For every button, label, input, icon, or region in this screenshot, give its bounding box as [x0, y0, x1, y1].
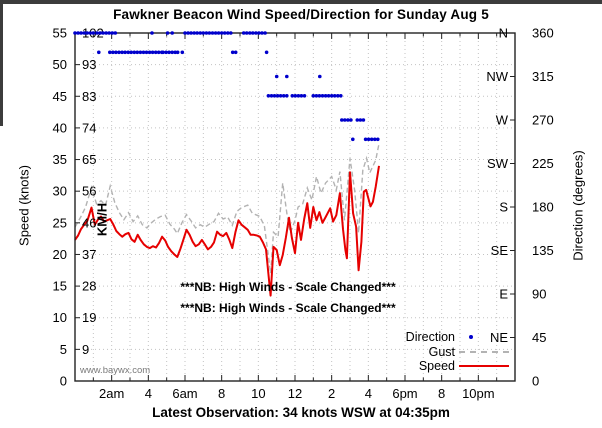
svg-text:135: 135	[532, 243, 554, 258]
svg-text:28: 28	[82, 279, 96, 294]
svg-text:225: 225	[532, 156, 554, 171]
svg-text:40: 40	[53, 120, 67, 135]
svg-text:19: 19	[82, 310, 96, 325]
direction-dot-marker-icon	[459, 330, 513, 344]
legend-label-speed: Speed	[418, 359, 455, 373]
svg-text:8: 8	[218, 386, 225, 401]
svg-text:55: 55	[53, 26, 67, 41]
svg-text:NW: NW	[486, 69, 508, 84]
svg-text:15: 15	[53, 279, 67, 294]
svg-text:8: 8	[438, 386, 445, 401]
svg-text:360: 360	[532, 26, 554, 41]
svg-text:NE: NE	[490, 330, 508, 345]
svg-text:4: 4	[145, 386, 152, 401]
svg-text:E: E	[499, 287, 508, 302]
y-axis-label-speed: Speed (knots)	[16, 165, 32, 246]
axis-ticks	[75, 32, 515, 382]
svg-text:93: 93	[82, 57, 96, 72]
window-left-edge	[0, 0, 3, 126]
svg-text:90: 90	[532, 287, 546, 302]
svg-text:35: 35	[53, 152, 67, 167]
svg-text:180: 180	[532, 200, 554, 215]
watermark-url: www.baywx.com	[80, 365, 151, 376]
svg-text:9: 9	[82, 342, 89, 357]
svg-text:30: 30	[53, 184, 67, 199]
gridlines	[75, 33, 515, 381]
svg-text:45: 45	[53, 89, 67, 104]
svg-text:0: 0	[532, 374, 539, 389]
svg-text:N: N	[499, 26, 508, 41]
svg-text:56: 56	[82, 184, 96, 199]
svg-text:45: 45	[532, 330, 546, 345]
window-top-edge	[0, 0, 602, 4]
svg-text:46: 46	[82, 215, 96, 230]
svg-text:S: S	[499, 200, 508, 215]
svg-text:6am: 6am	[172, 386, 197, 401]
svg-text:10: 10	[251, 386, 265, 401]
axis-tick-labels: 2am 4 6am 8 10 12 2 4 6pm 8 10pm 0 5 9 10 19 15 28 20 37 25 4…	[53, 26, 554, 402]
svg-text:83: 83	[82, 89, 96, 104]
high-winds-note-1: ***NB: High Winds - Scale Changed***	[180, 280, 396, 294]
legend-row-gust: Gust	[355, 345, 513, 360]
legend-label-direction: Direction	[405, 330, 455, 344]
svg-text:315: 315	[532, 69, 554, 84]
svg-text:12: 12	[288, 386, 302, 401]
svg-text:0: 0	[60, 374, 67, 389]
svg-text:10: 10	[53, 310, 67, 325]
gust-dashed-line-icon	[459, 345, 513, 359]
svg-text:W: W	[496, 113, 509, 128]
legend-label-gust: Gust	[428, 344, 455, 359]
svg-text:2am: 2am	[99, 386, 124, 401]
svg-text:74: 74	[82, 120, 96, 135]
latest-observation-text: Latest Observation: 34 knots WSW at 04:3…	[152, 405, 450, 420]
chart-legend: Direction Gust Speed	[355, 330, 513, 374]
svg-text:10pm: 10pm	[462, 386, 495, 401]
svg-text:SE: SE	[491, 243, 509, 258]
direction-series	[73, 31, 380, 142]
gust-series	[74, 143, 380, 274]
svg-text:2: 2	[328, 386, 335, 401]
speed-series	[74, 165, 380, 297]
svg-text:50: 50	[53, 57, 67, 72]
svg-text:37: 37	[82, 247, 96, 262]
svg-text:25: 25	[53, 215, 67, 230]
svg-text:SW: SW	[487, 156, 509, 171]
svg-text:20: 20	[53, 247, 67, 262]
y-axis-label-direction: Direction (degrees)	[570, 150, 586, 261]
svg-text:4: 4	[365, 386, 372, 401]
svg-text:5: 5	[60, 342, 67, 357]
svg-text:65: 65	[82, 152, 96, 167]
svg-text:6pm: 6pm	[392, 386, 417, 401]
speed-solid-line-icon	[459, 359, 513, 373]
svg-text:270: 270	[532, 113, 554, 128]
legend-row-speed: Speed	[355, 359, 513, 374]
high-winds-note-2: ***NB: High Winds - Scale Changed***	[180, 301, 396, 315]
page-title: Fawkner Beacon Wind Speed/Direction for …	[113, 7, 489, 22]
legend-row-direction: Direction	[355, 330, 513, 345]
